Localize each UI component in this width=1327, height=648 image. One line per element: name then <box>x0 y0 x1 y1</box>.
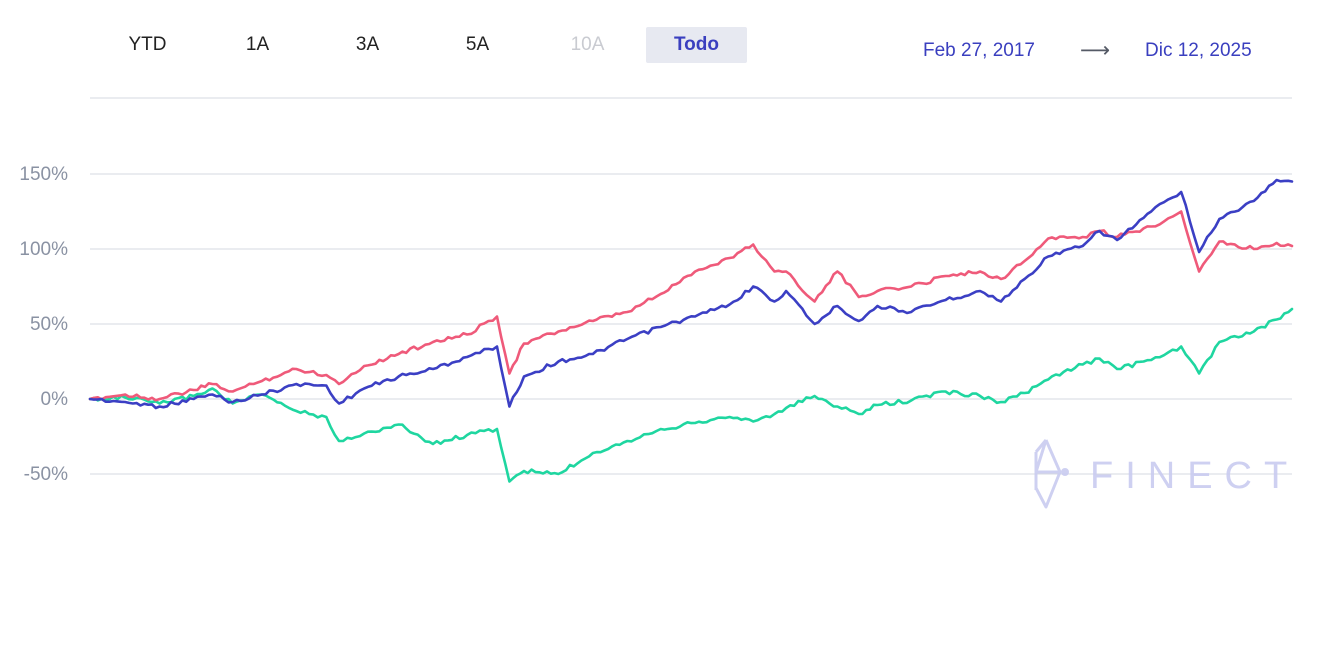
range-button-1a[interactable]: 1A <box>245 34 270 55</box>
date-arrow: ⟶ <box>1080 39 1111 62</box>
finect-watermark-text: FINECT <box>1090 455 1299 497</box>
range-button-ytd[interactable]: YTD <box>128 34 167 55</box>
series-line-0 <box>88 178 1294 410</box>
y-tick-label: 100% <box>19 239 68 260</box>
range-button-todo[interactable]: Todo <box>646 27 747 63</box>
finect-watermark: FINECT <box>1034 439 1299 509</box>
series-line-1 <box>88 210 1294 402</box>
y-tick-label: 150% <box>19 164 68 185</box>
y-tick-label: -50% <box>24 464 68 485</box>
y-axis: 150% 100% 50% 0% -50% <box>19 164 68 485</box>
y-tick-label: 50% <box>30 314 68 335</box>
y-tick-label: 0% <box>41 389 69 410</box>
date-to[interactable]: Dic 12, 2025 <box>1145 40 1252 61</box>
range-selector: YTD 1A 3A 5A 10A Todo <box>90 27 750 63</box>
range-button-10a: 10A <box>570 34 605 55</box>
series-line-2 <box>88 307 1294 483</box>
range-button-3a[interactable]: 3A <box>355 34 380 55</box>
range-button-5a[interactable]: 5A <box>465 34 490 55</box>
finect-logo-icon <box>1034 439 1069 509</box>
grid-layer <box>90 173 1292 475</box>
date-from[interactable]: Feb 27, 2017 <box>923 40 1035 61</box>
series-layer <box>88 178 1294 483</box>
